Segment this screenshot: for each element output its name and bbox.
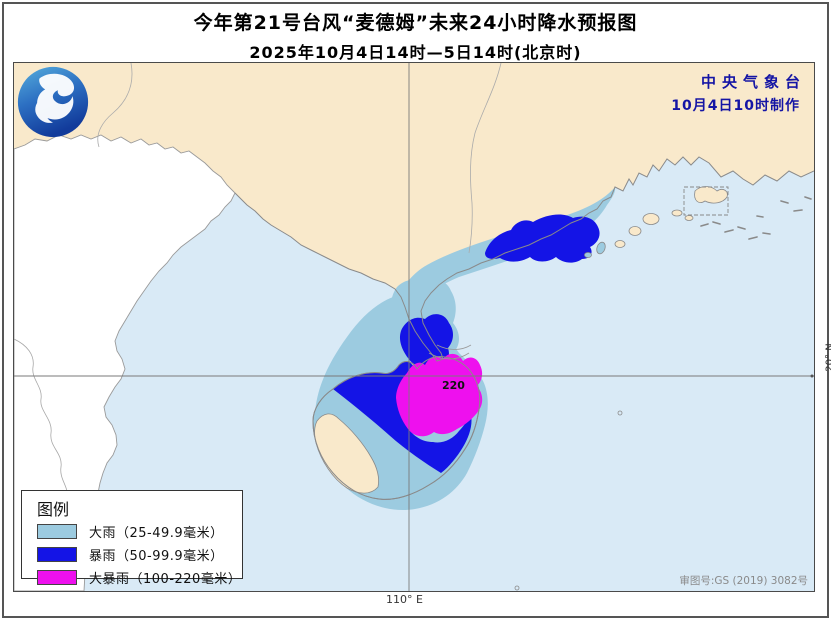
rainstorm-swatch	[37, 546, 77, 562]
agency-issued-time: 10月4日10时制作	[671, 98, 800, 114]
province-border-west	[97, 63, 133, 148]
title-block: 今年第21号台风“麦德姆”未来24小时降水预报图 2025年10月4日14时—5…	[0, 8, 831, 63]
agency-name: 中央气象台	[700, 73, 806, 91]
heavy-rain-swatch	[37, 523, 77, 539]
small-island-dot-2	[514, 585, 520, 591]
rainstorm-label: 暴雨（50-99.9毫米）	[89, 548, 224, 564]
map-subtitle-period: 2025年10月4日14时—5日14时(北京时)	[249, 43, 582, 62]
legend-row-rainstorm: 暴雨（50-99.9毫米）	[37, 546, 242, 564]
mainland-coastline	[234, 156, 814, 362]
vietnam-land	[14, 134, 236, 591]
rain-max-label: 220	[442, 379, 465, 392]
mainland-china	[14, 63, 814, 361]
hainan-outline	[312, 356, 481, 500]
legend-title: 图例	[37, 500, 70, 519]
cma-logo	[17, 66, 89, 138]
legend-row-severe-rainstorm: 大暴雨（100-220毫米）	[37, 569, 242, 587]
heavy-rain-label: 大雨（25-49.9毫米）	[89, 525, 224, 541]
latitude-label-20n: 20° N	[824, 343, 831, 372]
longitude-label-110e: 110° E	[386, 593, 423, 606]
island-dashes	[700, 196, 812, 240]
inland-border	[14, 338, 68, 498]
small-island-dot-1	[617, 410, 623, 416]
strait-coast-arc	[428, 344, 472, 360]
severe-rainstorm-label: 大暴雨（100-220毫米）	[89, 571, 242, 587]
province-border-east	[468, 63, 502, 254]
logo-swirl	[35, 73, 75, 123]
legend-box: 图例 大雨（25-49.9毫米） 暴雨（50-99.9毫米） 大暴雨（100-2…	[21, 490, 243, 587]
severe-rainstorm-area	[396, 353, 483, 437]
map-title: 今年第21号台风“麦德姆”未来24小时降水预报图	[193, 12, 638, 34]
map-review-number: 审图号:GS (2019) 3082号	[679, 575, 808, 587]
forecast-map: 中央气象台 10月4日10时制作 220 审图号:GS (2019) 3082号…	[13, 62, 815, 592]
severe-rainstorm-swatch	[37, 569, 77, 585]
parallel-tick	[810, 374, 814, 378]
agency-block: 中央气象台 10月4日10时制作	[671, 71, 800, 115]
legend-row-heavy-rain: 大雨（25-49.9毫米）	[37, 523, 242, 541]
dashed-admin-box	[683, 186, 729, 216]
band-islands	[584, 241, 606, 258]
